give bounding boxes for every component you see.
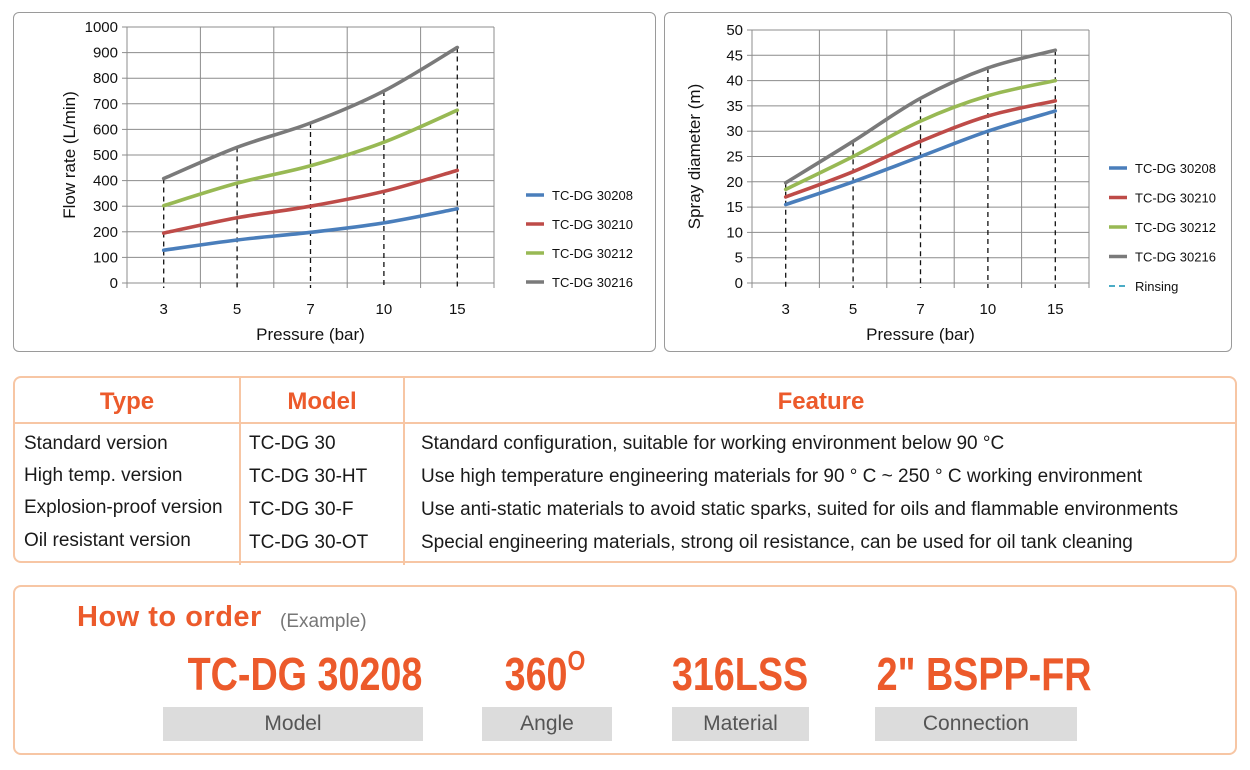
- legend-label: TC-DG 30212: [552, 246, 633, 261]
- y-tick-label: 200: [93, 224, 118, 241]
- y-tick-label: 20: [726, 174, 743, 191]
- legend-label: TC-DG 30212: [1135, 220, 1216, 235]
- legend-label: TC-DG 30208: [552, 188, 633, 203]
- type-model-table: Type Model Feature Standard version TC-D…: [13, 376, 1237, 565]
- y-tick-label: 50: [726, 22, 743, 39]
- connection-code: 2" BSPP-FR: [876, 648, 1092, 700]
- y-tick-label: 0: [735, 275, 743, 292]
- header-feature: Feature: [777, 388, 865, 415]
- flow-rate-chart: 0 100 200 300 400 500 600 700 800 900 1000 3 5 7 10 15 P…: [60, 19, 633, 344]
- row-2-model: TC-DG 30-HT: [249, 466, 368, 487]
- row-1-feature: Standard configuration, suitable for wor…: [421, 433, 1005, 454]
- legend-label: TC-DG 30216: [1135, 250, 1216, 265]
- header-type: Type: [99, 388, 155, 415]
- y-tick-label: 10: [726, 224, 743, 241]
- table-header-divider: [15, 422, 1237, 424]
- x-axis-label: Pressure (bar): [866, 325, 975, 344]
- connection-label: Connection: [875, 707, 1077, 741]
- x-tick-label: 5: [849, 301, 857, 318]
- row-4-type: Oil resistant version: [24, 530, 191, 551]
- row-4-feature: Special engineering materials, strong oi…: [421, 532, 1133, 553]
- row-1-type: Standard version: [24, 433, 168, 454]
- y-tick-label: 900: [93, 45, 118, 62]
- legend-label: TC-DG 30210: [1135, 191, 1216, 206]
- y-axis-label: Flow rate (L/min): [60, 91, 79, 219]
- x-tick-label: 7: [916, 301, 924, 318]
- angle-code-value: 360: [504, 648, 568, 700]
- row-3-type: Explosion-proof version: [24, 497, 223, 518]
- row-4-model: TC-DG 30-OT: [249, 532, 369, 553]
- x-tick-label: 3: [782, 301, 790, 318]
- x-tick-label: 15: [449, 301, 466, 318]
- y-tick-label: 1000: [85, 19, 118, 36]
- series-line: [783, 99, 1058, 199]
- x-tick-label: 5: [233, 301, 241, 318]
- series-line: [783, 78, 1058, 192]
- y-tick-label: 400: [93, 173, 118, 190]
- y-tick-label: 100: [93, 249, 118, 266]
- table-divider: [239, 378, 241, 565]
- table-divider: [403, 378, 405, 565]
- x-tick-label: 10: [376, 301, 393, 318]
- y-tick-label: 700: [93, 96, 118, 113]
- x-tick-label: 10: [980, 301, 997, 318]
- model-label: Model: [163, 707, 423, 741]
- row-2-feature: Use high temperature engineering materia…: [421, 466, 1143, 487]
- series-line: [161, 168, 460, 235]
- legend-label: TC-DG 30216: [552, 275, 633, 290]
- row-2-type: High temp. version: [24, 465, 183, 486]
- y-axis-label: Spray diameter (m): [685, 84, 704, 229]
- series-line: [783, 48, 1058, 185]
- order-example-note: (Example): [280, 611, 367, 632]
- y-tick-label: 35: [726, 98, 743, 115]
- model-code: TC-DG 30208: [187, 648, 423, 700]
- x-tick-label: 7: [306, 301, 314, 318]
- material-code: 316LSS: [671, 648, 809, 700]
- row-3-feature: Use anti-static materials to avoid stati…: [421, 499, 1179, 520]
- y-tick-label: 30: [726, 123, 743, 140]
- header-model: Model: [287, 388, 357, 415]
- angle-code: 360O: [488, 644, 603, 701]
- spray-diameter-chart-panel: 0 5 10 15 20 25 30 35 40 45 50 3 5 7 10 15 Pressure (bar…: [664, 12, 1232, 352]
- flow-rate-chart-panel: 0 100 200 300 400 500 600 700 800 900 1000 3 5 7 10 15 P…: [13, 12, 656, 352]
- material-label: Material: [672, 707, 809, 741]
- y-tick-label: 5: [735, 250, 743, 267]
- legend-label: TC-DG 30208: [1135, 161, 1216, 176]
- x-axis-label: Pressure (bar): [256, 325, 365, 344]
- order-title: How to order: [77, 601, 262, 633]
- series-line: [161, 108, 460, 208]
- degree-symbol: O: [567, 644, 586, 676]
- row-3-model: TC-DG 30-F: [249, 499, 354, 520]
- y-tick-label: 15: [726, 199, 743, 216]
- how-to-order-box: How to order (Example) TC-DG 30208 360O …: [13, 585, 1237, 755]
- series-line: [161, 45, 460, 181]
- legend-label: Rinsing: [1135, 279, 1178, 294]
- y-tick-label: 40: [726, 73, 743, 90]
- legend-label: TC-DG 30210: [552, 217, 633, 232]
- y-tick-label: 0: [110, 275, 118, 292]
- y-tick-label: 800: [93, 70, 118, 87]
- y-tick-label: 25: [726, 149, 743, 166]
- x-tick-label: 15: [1047, 301, 1064, 318]
- y-tick-label: 600: [93, 121, 118, 138]
- row-1-model: TC-DG 30: [249, 433, 336, 454]
- angle-label: Angle: [482, 707, 612, 741]
- y-tick-label: 45: [726, 47, 743, 64]
- y-tick-label: 300: [93, 198, 118, 215]
- series-line: [783, 109, 1058, 207]
- x-tick-label: 3: [160, 301, 168, 318]
- y-tick-label: 500: [93, 147, 118, 164]
- series-line: [161, 206, 460, 253]
